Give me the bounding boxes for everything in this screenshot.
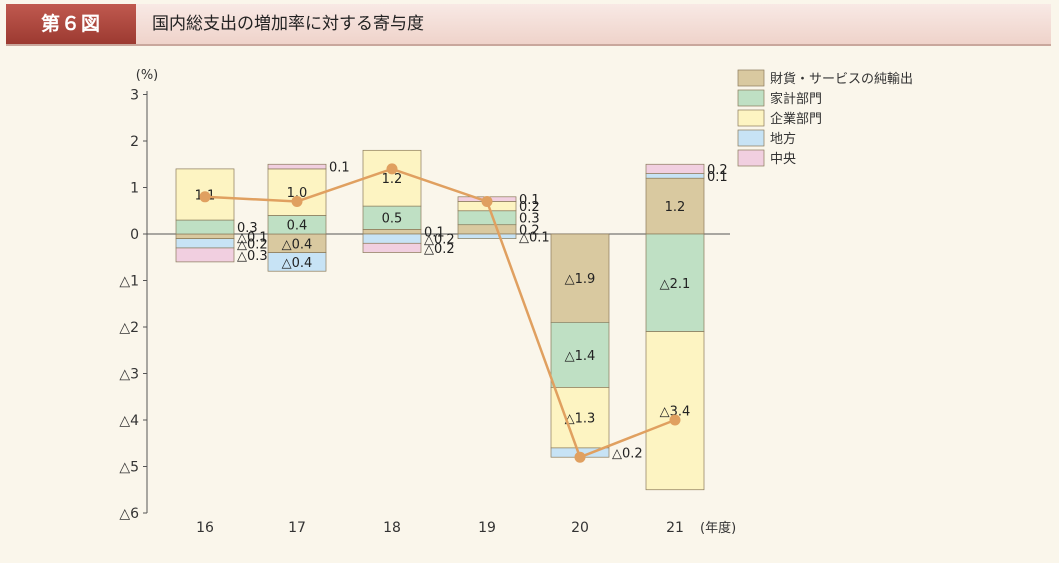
x-unit-label: (年度)	[700, 520, 736, 536]
data-label: 0.1	[519, 193, 540, 208]
y-tick-label: 3	[130, 88, 139, 104]
bar-segment	[362, 229, 422, 235]
bar-segment	[457, 224, 517, 235]
data-label: △1.9	[565, 272, 596, 287]
legend-swatch	[737, 89, 765, 107]
data-label: 0.4	[287, 219, 308, 234]
bar-segment	[457, 233, 517, 240]
y-tick-label: △2	[119, 320, 139, 336]
x-tick-label: 16	[196, 520, 214, 536]
y-tick-label: 1	[130, 181, 139, 197]
bar-segment	[175, 219, 235, 235]
data-label: 1.2	[665, 200, 686, 215]
data-label: 1.0	[287, 186, 308, 201]
data-label: △0.3	[237, 249, 268, 264]
data-label: △3.4	[660, 405, 691, 420]
bar-segment	[267, 163, 327, 170]
data-label: △0.2	[424, 242, 455, 257]
total-point	[386, 163, 398, 175]
x-tick-label: 18	[383, 520, 401, 536]
bar-segment	[645, 331, 705, 491]
data-label: 0.2	[519, 200, 540, 215]
total-point	[669, 414, 681, 426]
x-tick-label: 21	[666, 520, 684, 536]
data-label: △1.3	[565, 412, 596, 427]
x-tick-label: 17	[288, 520, 306, 536]
total-point	[199, 191, 211, 203]
y-tick-label: △6	[119, 506, 139, 522]
bar-segment	[457, 210, 517, 226]
legend-swatch	[737, 69, 765, 87]
figure-header: 第６図 国内総支出の増加率に対する寄与度	[6, 4, 1051, 46]
total-point	[574, 451, 586, 463]
data-label: 0.3	[519, 212, 540, 227]
y-tick-label: 0	[130, 227, 139, 243]
data-label: 1.2	[382, 172, 403, 187]
x-tick-label: 20	[571, 520, 589, 536]
data-label: 0.1	[329, 161, 350, 176]
data-label: △0.1	[237, 230, 268, 245]
y-tick-label: △4	[119, 413, 139, 429]
figure-number-badge: 第６図	[6, 4, 136, 44]
data-label: △0.4	[282, 237, 313, 252]
x-tick-label: 19	[478, 520, 496, 536]
data-label: 0.2	[707, 163, 728, 178]
data-label: △0.2	[237, 237, 268, 252]
bar-segment	[645, 163, 705, 174]
data-label: △1.4	[565, 349, 596, 364]
bar-segment	[645, 177, 705, 235]
data-label: 0.3	[237, 221, 258, 236]
bar-segment	[362, 233, 422, 244]
data-label: 0.1	[707, 170, 728, 185]
legend-label: 企業部門	[770, 111, 822, 127]
y-tick-label: △5	[119, 460, 139, 476]
data-label: △2.1	[660, 277, 691, 292]
bar-segment	[362, 149, 422, 207]
legend-label: 財貨・サービスの純輸出	[770, 71, 913, 87]
data-label: △0.2	[424, 233, 455, 248]
data-label: 0.1	[424, 226, 445, 241]
y-tick-label: △1	[119, 274, 139, 290]
total-point	[481, 195, 493, 207]
legend-swatch	[737, 149, 765, 167]
bar-segment	[550, 387, 610, 449]
data-label: △0.1	[519, 230, 550, 245]
total-point	[291, 195, 303, 207]
bar-segment	[645, 173, 705, 179]
bar-segment	[175, 238, 235, 249]
bar-segment	[267, 252, 327, 272]
bar-segment	[550, 322, 610, 388]
legend-swatch	[737, 129, 765, 147]
legend-swatch	[737, 109, 765, 127]
bar-segment	[175, 247, 235, 263]
y-unit-label: (%)	[136, 68, 159, 83]
legend-label: 中央	[770, 152, 796, 167]
total-line	[204, 167, 676, 459]
data-label: △0.4	[282, 256, 313, 271]
bar-segment	[550, 233, 610, 323]
data-label: 0.5	[382, 212, 403, 227]
legend-label: 地方	[770, 131, 796, 147]
bar-segment	[362, 242, 422, 253]
bar-segment	[175, 233, 235, 240]
y-tick-label: 2	[130, 134, 139, 150]
data-label: 0.2	[519, 223, 540, 238]
bar-segment	[645, 233, 705, 333]
figure-title: 国内総支出の増加率に対する寄与度	[152, 14, 424, 34]
data-label: △0.2	[612, 447, 643, 462]
legend-label: 家計部門	[770, 91, 822, 107]
y-tick-label: △3	[119, 367, 139, 383]
